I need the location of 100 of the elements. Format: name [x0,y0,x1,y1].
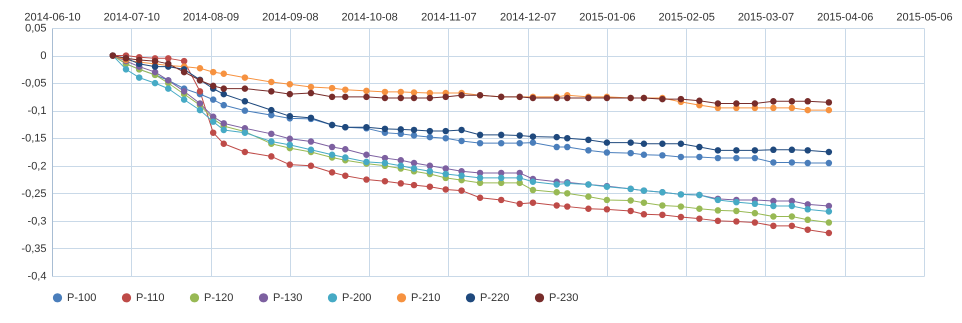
point [398,94,404,102]
point [498,132,504,138]
point [342,154,349,161]
point [398,162,404,170]
point [458,187,465,194]
point [804,147,811,154]
point [640,211,648,218]
point [585,147,592,154]
point [788,104,796,112]
point [788,202,796,210]
legend-label: P-220 [480,292,510,304]
point [136,74,142,81]
point [788,146,796,154]
point [426,134,434,140]
point [659,202,666,209]
point [826,148,832,156]
point [328,84,336,92]
point [826,219,832,226]
point [152,58,158,64]
point [733,154,740,162]
legend-label: P-100 [67,292,96,304]
point [458,126,465,134]
point [604,206,610,213]
point [342,146,349,152]
point [242,148,248,156]
y-tick-label: -0,05 [21,78,46,90]
point [363,88,370,94]
point [770,159,777,166]
point [788,213,796,220]
point [530,186,536,194]
point [733,147,740,154]
point [678,214,684,220]
point [530,178,536,185]
point [426,183,434,190]
point [476,140,484,146]
point [604,196,610,204]
point [426,128,434,134]
point [180,58,188,64]
point [498,174,504,182]
point [553,181,560,188]
point [382,160,388,166]
point [640,140,648,147]
point [752,100,758,107]
point [659,212,666,218]
point [733,100,740,107]
point [627,150,634,156]
y-tick-label: -0,4 [28,270,46,282]
legend-label: P-130 [273,292,302,304]
point [196,88,204,95]
x-tick-label: 2014-08-09 [182,12,240,24]
point [640,152,648,158]
point [442,94,449,100]
y-tick-label: -0,15 [21,132,46,145]
point [752,200,758,208]
point [410,126,418,134]
point [530,199,536,206]
point [382,178,388,184]
point [627,197,634,204]
point [530,139,536,146]
point [553,202,560,209]
point [604,139,610,146]
point [286,112,294,120]
y-tick-label: -0,1 [28,105,46,118]
point [498,196,504,204]
point [498,140,504,146]
point [788,98,796,105]
point [442,186,449,193]
point [410,182,418,188]
point [196,65,204,72]
point [286,80,294,88]
point [804,160,811,166]
point [564,94,571,102]
point [210,82,216,90]
point [476,132,484,138]
y-tick-label: -0,2 [28,160,46,172]
y-tick-label: -0,25 [21,188,46,200]
point [398,180,404,187]
point [770,202,777,210]
point [220,90,227,98]
point [564,134,571,142]
point [363,176,370,183]
point [585,206,592,212]
point [585,193,592,200]
point [770,213,777,220]
point [640,199,648,206]
point [553,134,560,140]
point [476,174,484,182]
point [180,68,188,76]
point [678,140,684,147]
point [286,142,294,148]
point [442,128,449,134]
point [268,106,275,114]
x-tick-label: 2014-10-08 [341,12,398,24]
point [458,92,465,98]
point [342,86,349,93]
point [426,168,434,175]
point [696,144,703,150]
point [564,144,571,150]
point [342,172,349,179]
point [382,88,388,96]
